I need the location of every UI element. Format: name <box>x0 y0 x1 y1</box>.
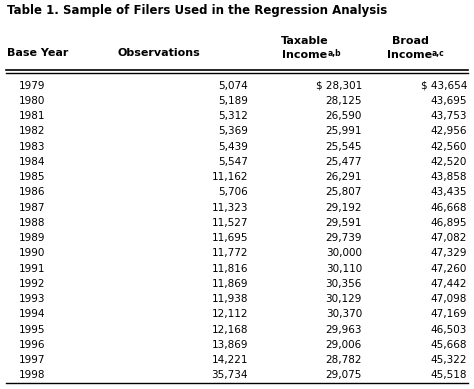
Text: 45,322: 45,322 <box>430 355 467 365</box>
Text: 29,591: 29,591 <box>326 218 362 228</box>
Text: 11,162: 11,162 <box>211 172 248 182</box>
Text: 1996: 1996 <box>19 340 45 350</box>
Text: 1983: 1983 <box>19 142 45 152</box>
Text: 11,938: 11,938 <box>211 294 248 304</box>
Text: 1988: 1988 <box>19 218 45 228</box>
Text: 28,125: 28,125 <box>326 96 362 106</box>
Text: 47,329: 47,329 <box>430 248 467 258</box>
Text: 1998: 1998 <box>19 370 45 380</box>
Text: 1992: 1992 <box>19 279 45 289</box>
Text: 35,734: 35,734 <box>211 370 248 380</box>
Text: Income: Income <box>387 50 433 60</box>
Text: 1986: 1986 <box>19 187 45 197</box>
Text: 47,442: 47,442 <box>430 279 467 289</box>
Text: 5,189: 5,189 <box>218 96 248 106</box>
Text: 13,869: 13,869 <box>211 340 248 350</box>
Text: $ 43,654: $ 43,654 <box>420 81 467 91</box>
Text: 29,739: 29,739 <box>326 233 362 243</box>
Text: 5,706: 5,706 <box>218 187 248 197</box>
Text: 11,816: 11,816 <box>211 264 248 273</box>
Text: 1989: 1989 <box>19 233 45 243</box>
Text: 1994: 1994 <box>19 309 45 319</box>
Text: 14,221: 14,221 <box>211 355 248 365</box>
Text: 25,807: 25,807 <box>326 187 362 197</box>
Text: 1980: 1980 <box>19 96 45 106</box>
Text: 29,192: 29,192 <box>326 203 362 213</box>
Text: 5,439: 5,439 <box>218 142 248 152</box>
Text: 42,956: 42,956 <box>430 126 467 137</box>
Text: Table 1. Sample of Filers Used in the Regression Analysis: Table 1. Sample of Filers Used in the Re… <box>7 4 387 17</box>
Text: $ 28,301: $ 28,301 <box>316 81 362 91</box>
Text: 25,477: 25,477 <box>326 157 362 167</box>
Text: 30,370: 30,370 <box>326 309 362 319</box>
Text: 5,312: 5,312 <box>218 111 248 121</box>
Text: 11,772: 11,772 <box>211 248 248 258</box>
Text: 28,782: 28,782 <box>326 355 362 365</box>
Text: 5,369: 5,369 <box>218 126 248 137</box>
Text: 42,520: 42,520 <box>430 157 467 167</box>
Text: 11,323: 11,323 <box>211 203 248 213</box>
Text: 5,547: 5,547 <box>218 157 248 167</box>
Text: Taxable: Taxable <box>281 36 329 46</box>
Text: 46,668: 46,668 <box>430 203 467 213</box>
Text: 5,074: 5,074 <box>218 81 248 91</box>
Text: 46,895: 46,895 <box>430 218 467 228</box>
Text: 25,991: 25,991 <box>326 126 362 137</box>
Text: 43,858: 43,858 <box>430 172 467 182</box>
Text: a,c: a,c <box>432 49 445 58</box>
Text: 1990: 1990 <box>19 248 45 258</box>
Text: 29,006: 29,006 <box>326 340 362 350</box>
Text: Observations: Observations <box>117 48 200 58</box>
Text: 30,356: 30,356 <box>326 279 362 289</box>
Text: 11,695: 11,695 <box>211 233 248 243</box>
Text: 45,518: 45,518 <box>430 370 467 380</box>
Text: 47,098: 47,098 <box>430 294 467 304</box>
Text: 11,527: 11,527 <box>211 218 248 228</box>
Text: 12,112: 12,112 <box>211 309 248 319</box>
Text: 1979: 1979 <box>19 81 45 91</box>
Text: 26,291: 26,291 <box>326 172 362 182</box>
Text: 1987: 1987 <box>19 203 45 213</box>
Text: 1984: 1984 <box>19 157 45 167</box>
Text: 29,075: 29,075 <box>326 370 362 380</box>
Text: 1997: 1997 <box>19 355 45 365</box>
Text: 1982: 1982 <box>19 126 45 137</box>
Text: Base Year: Base Year <box>7 48 68 58</box>
Text: 43,435: 43,435 <box>430 187 467 197</box>
Text: 30,110: 30,110 <box>326 264 362 273</box>
Text: 1993: 1993 <box>19 294 45 304</box>
Text: 25,545: 25,545 <box>326 142 362 152</box>
Text: 29,963: 29,963 <box>326 325 362 335</box>
Text: 1985: 1985 <box>19 172 45 182</box>
Text: 47,082: 47,082 <box>430 233 467 243</box>
Text: a,b: a,b <box>328 49 342 58</box>
Text: 11,869: 11,869 <box>211 279 248 289</box>
Text: 43,753: 43,753 <box>430 111 467 121</box>
Text: 26,590: 26,590 <box>326 111 362 121</box>
Text: 47,260: 47,260 <box>430 264 467 273</box>
Text: Income: Income <box>283 50 328 60</box>
Text: 12,168: 12,168 <box>211 325 248 335</box>
Text: 30,129: 30,129 <box>326 294 362 304</box>
Text: 47,169: 47,169 <box>430 309 467 319</box>
Text: 1981: 1981 <box>19 111 45 121</box>
Text: 30,000: 30,000 <box>326 248 362 258</box>
Text: 46,503: 46,503 <box>430 325 467 335</box>
Text: Broad: Broad <box>392 36 428 46</box>
Text: 45,668: 45,668 <box>430 340 467 350</box>
Text: 43,695: 43,695 <box>430 96 467 106</box>
Text: 1995: 1995 <box>19 325 45 335</box>
Text: 1991: 1991 <box>19 264 45 273</box>
Text: 42,560: 42,560 <box>430 142 467 152</box>
